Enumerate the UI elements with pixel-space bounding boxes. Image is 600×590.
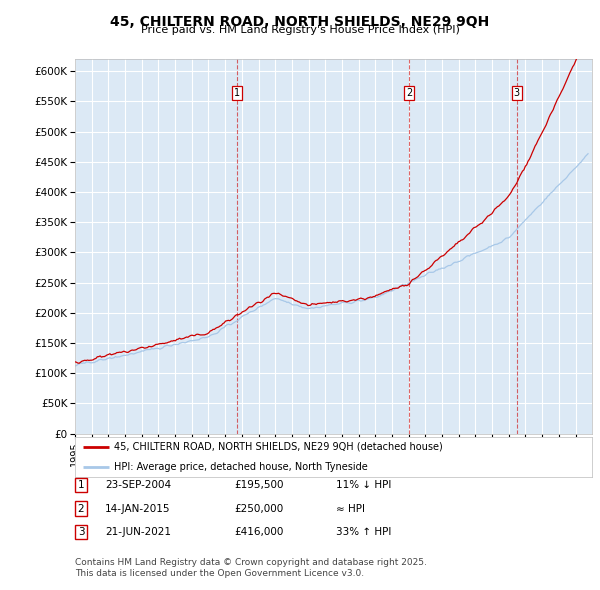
Text: 23-SEP-2004: 23-SEP-2004 (105, 480, 171, 490)
Text: £195,500: £195,500 (234, 480, 284, 490)
Text: 11% ↓ HPI: 11% ↓ HPI (336, 480, 391, 490)
Text: 2: 2 (77, 504, 85, 513)
Text: 3: 3 (514, 88, 520, 98)
Text: £416,000: £416,000 (234, 527, 283, 537)
Text: 45, CHILTERN ROAD, NORTH SHIELDS, NE29 9QH (detached house): 45, CHILTERN ROAD, NORTH SHIELDS, NE29 9… (114, 442, 443, 451)
Text: Contains HM Land Registry data © Crown copyright and database right 2025.
This d: Contains HM Land Registry data © Crown c… (75, 558, 427, 578)
Text: 1: 1 (77, 480, 85, 490)
Text: 33% ↑ HPI: 33% ↑ HPI (336, 527, 391, 537)
Text: 21-JUN-2021: 21-JUN-2021 (105, 527, 171, 537)
Text: 1: 1 (234, 88, 241, 98)
Text: 2: 2 (406, 88, 412, 98)
Text: HPI: Average price, detached house, North Tyneside: HPI: Average price, detached house, Nort… (114, 462, 368, 471)
Text: Price paid vs. HM Land Registry's House Price Index (HPI): Price paid vs. HM Land Registry's House … (140, 25, 460, 35)
Text: £250,000: £250,000 (234, 504, 283, 513)
Text: 45, CHILTERN ROAD, NORTH SHIELDS, NE29 9QH: 45, CHILTERN ROAD, NORTH SHIELDS, NE29 9… (110, 15, 490, 29)
Text: 3: 3 (77, 527, 85, 537)
Text: 14-JAN-2015: 14-JAN-2015 (105, 504, 170, 513)
Text: ≈ HPI: ≈ HPI (336, 504, 365, 513)
